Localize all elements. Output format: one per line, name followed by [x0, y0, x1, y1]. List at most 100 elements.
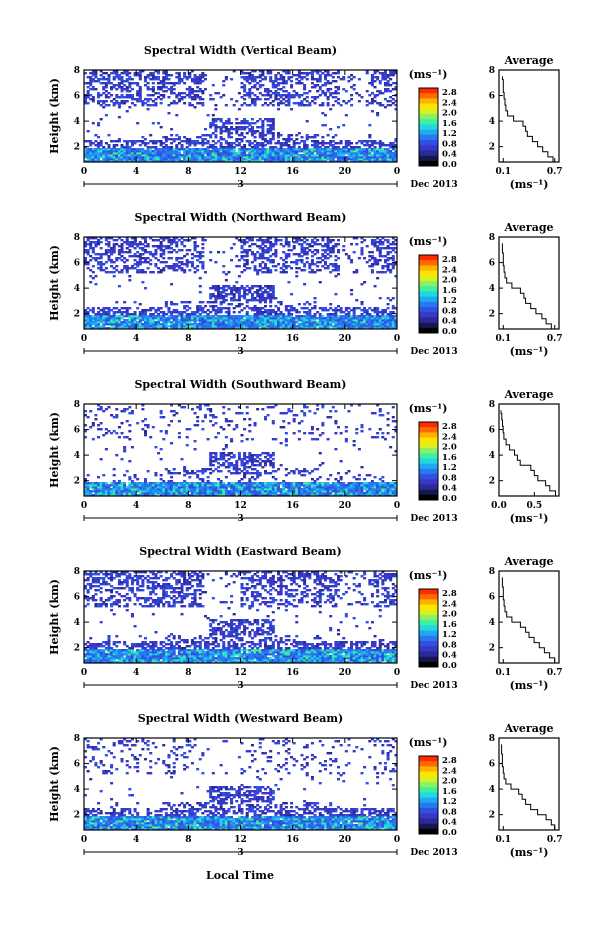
colorbar-swatch — [419, 114, 438, 120]
y-tick-label: 2 — [74, 644, 80, 654]
colorbar-swatch — [419, 427, 438, 433]
colorbar-tick-label: 1.2 — [442, 797, 457, 807]
colorbar-swatch — [419, 150, 438, 156]
y-axis-label: Height (km) — [48, 78, 61, 154]
colorbar-unit-label: (ms⁻¹) — [409, 736, 448, 749]
y-tick-label: 8 — [74, 400, 80, 410]
x-tick-label: 0 — [394, 334, 400, 344]
colorbar-swatch — [419, 797, 438, 804]
colorbar-swatch — [419, 630, 438, 637]
colorbar-swatch — [419, 802, 438, 809]
colorbar-tick-label: 2.4 — [442, 599, 457, 609]
colorbar-swatch — [419, 296, 438, 303]
colorbar-tick-label: 2.8 — [442, 88, 457, 98]
average-y-tick-label: 2 — [489, 143, 495, 153]
average-y-tick-label: 8 — [489, 400, 495, 410]
colorbar-unit-label: (ms⁻¹) — [409, 402, 448, 415]
colorbar-swatch — [419, 782, 438, 788]
colorbar-tick-label: 0.4 — [442, 150, 457, 160]
x-tick-label: 4 — [133, 334, 139, 344]
date-month-year-label: Dec 2013 — [410, 848, 457, 858]
average-profile-line — [501, 243, 552, 329]
colorbar-swatch — [419, 286, 438, 292]
date-day-label: 3 — [237, 848, 243, 858]
colorbar-tick-label: 0.0 — [442, 327, 457, 337]
average-y-tick-label: 6 — [489, 92, 495, 102]
colorbar-tick-label: 0.0 — [442, 160, 457, 170]
colorbar-tick-label: 2.0 — [442, 443, 457, 453]
date-day-label: 3 — [237, 347, 243, 357]
heatmap-cells — [84, 70, 398, 163]
date-day-label: 3 — [237, 180, 243, 190]
y-tick-label: 4 — [74, 618, 80, 628]
colorbar-swatch — [419, 828, 438, 835]
y-tick-label: 8 — [74, 734, 80, 744]
colorbar-swatch — [419, 270, 438, 277]
colorbar-swatch — [419, 98, 438, 104]
colorbar-swatch — [419, 129, 438, 136]
colorbar-swatch — [419, 317, 438, 323]
colorbar-swatch — [419, 108, 438, 115]
average-y-tick-label: 4 — [489, 618, 495, 628]
colorbar-swatch — [419, 291, 438, 297]
average-title: Average — [503, 388, 553, 401]
average-x-tick-label: 0.1 — [495, 835, 511, 845]
average-x-tick-label: 0.7 — [547, 167, 563, 177]
panel-1: Spectral Width (Vertical Beam) 2 4 6 8 Height… — [48, 44, 563, 191]
average-x-tick-label: 0.1 — [495, 668, 511, 678]
colorbar-tick-label: 0.8 — [442, 807, 457, 817]
average-xlabel: (ms⁻¹) — [510, 679, 549, 692]
y-tick-label: 8 — [74, 567, 80, 577]
x-tick-label: 8 — [185, 501, 191, 511]
colorbar-tick-label: 2.8 — [442, 422, 457, 432]
colorbar-swatch — [419, 260, 438, 266]
colorbar-unit-label: (ms⁻¹) — [409, 569, 448, 582]
x-tick-label: 0 — [394, 835, 400, 845]
colorbar-tick-label: 1.6 — [442, 787, 457, 797]
y-tick-label: 4 — [74, 451, 80, 461]
panel-4: Spectral Width (Eastward Beam) 2 4 6 8 Height… — [48, 545, 563, 692]
colorbar-tick-label: 1.2 — [442, 296, 457, 306]
colorbar-tick-label: 0.4 — [442, 818, 457, 828]
colorbar-frame — [418, 588, 439, 668]
y-axis-label: Height (km) — [48, 579, 61, 655]
colorbar-swatch — [419, 463, 438, 470]
average-x-tick-label: 0.7 — [547, 835, 563, 845]
y-axis-label: Height (km) — [48, 412, 61, 488]
average-x-tick-label: 0.7 — [547, 334, 563, 344]
colorbar-swatch — [419, 479, 438, 485]
average-profile: Average 2 4 6 8 0.1 0.7(ms⁻¹) — [489, 221, 563, 358]
colorbar-swatch — [419, 776, 438, 783]
y-tick-label: 6 — [74, 760, 80, 770]
x-tick-label: 4 — [133, 668, 139, 678]
colorbar-swatch — [419, 422, 438, 428]
colorbar-tick-label: 2.4 — [442, 766, 457, 776]
colorbar-swatch — [419, 787, 438, 793]
colorbar-tick-label: 2.4 — [442, 98, 457, 108]
panel-2: Spectral Width (Northward Beam) 2 4 6 8 Heigh… — [48, 211, 563, 358]
colorbar-tick-label: 0.4 — [442, 651, 457, 661]
y-tick-label: 8 — [74, 233, 80, 243]
colorbar-swatch — [419, 599, 438, 605]
colorbar-swatch — [419, 756, 438, 762]
colorbar-swatch — [419, 474, 438, 480]
colorbar-swatch — [419, 275, 438, 282]
colorbar-swatch — [419, 651, 438, 657]
panel-3: Spectral Width (Southward Beam) 2 4 6 8 Heigh… — [48, 378, 560, 525]
average-profile: Average 2 4 6 8 0.1 0.7(ms⁻¹) — [489, 555, 563, 692]
colorbar-swatch — [419, 792, 438, 798]
colorbar-tick-label: 1.6 — [442, 286, 457, 296]
x-tick-label: 0 — [394, 501, 400, 511]
average-y-tick-label: 2 — [489, 310, 495, 320]
colorbar-swatch — [419, 615, 438, 621]
heatmap-cells — [84, 404, 398, 497]
colorbar-swatch — [419, 625, 438, 631]
colorbar-swatch — [419, 646, 438, 652]
average-x-tick-label: 0.1 — [495, 167, 511, 177]
date-month-year-label: Dec 2013 — [410, 514, 457, 524]
average-x-tick-label: 0.1 — [495, 334, 511, 344]
colorbar-swatch — [419, 635, 438, 642]
x-tick-label: 4 — [133, 167, 139, 177]
colorbar-tick-label: 2.4 — [442, 265, 457, 275]
y-tick-label: 2 — [74, 143, 80, 153]
